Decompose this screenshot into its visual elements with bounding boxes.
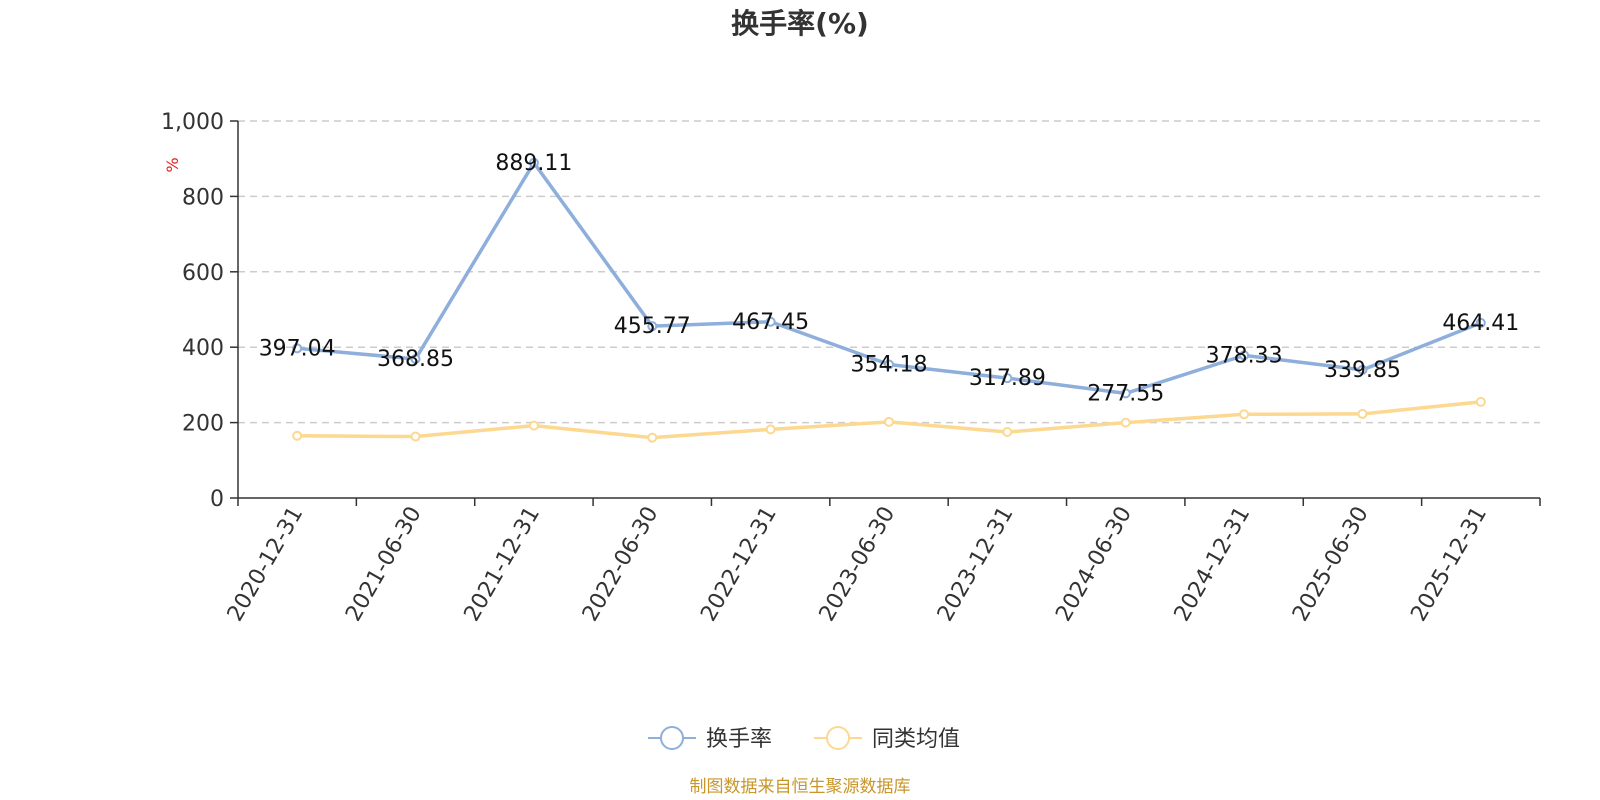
data-point[interactable] — [765, 424, 776, 435]
data-point[interactable] — [1357, 408, 1368, 419]
data-point[interactable] — [647, 432, 658, 443]
series-lines — [292, 157, 1486, 443]
x-tick-label: 2025-06-30 — [1288, 503, 1374, 626]
data-point[interactable] — [1002, 373, 1013, 384]
x-tick-label: 2022-12-31 — [696, 503, 782, 626]
data-point[interactable] — [292, 343, 303, 354]
x-tick-label: 2022-06-30 — [578, 503, 664, 626]
data-source-note: 制图数据来自恒生聚源数据库 — [690, 777, 911, 797]
y-tick-label: 1,000 — [161, 110, 224, 135]
data-label: 889.11 — [495, 151, 572, 176]
legend-label: 换手率 — [706, 727, 772, 752]
x-tick-label: 2021-06-30 — [341, 502, 427, 625]
data-label: 317.89 — [969, 366, 1046, 391]
grid-lines — [238, 120, 1540, 424]
data-point[interactable] — [1239, 350, 1250, 361]
legend-marker — [826, 726, 850, 750]
data-point[interactable] — [884, 359, 894, 370]
y-tick-label: 600 — [182, 261, 224, 286]
data-label: 397.04 — [259, 336, 336, 361]
data-label: 464.41 — [1442, 311, 1519, 336]
data-point[interactable] — [410, 353, 421, 364]
x-tick-label: 2025-12-31 — [1406, 503, 1492, 626]
data-point[interactable] — [410, 431, 421, 442]
x-tick-label: 2020-12-31 — [223, 503, 309, 626]
axes — [237, 121, 1540, 499]
x-tick-label: 2024-06-30 — [1051, 503, 1137, 626]
y-tick-label: 400 — [182, 336, 224, 361]
data-point[interactable] — [528, 157, 539, 168]
data-label: 455.77 — [614, 314, 691, 339]
data-point[interactable] — [1475, 396, 1486, 407]
data-label: 277.55 — [1087, 381, 1164, 406]
legend-label: 同类均值 — [872, 727, 960, 752]
legend[interactable]: 换手率 同类均值 — [648, 726, 960, 752]
x-axis-ticks: 2020-12-31 2021-06-30 2021-12-31 2022-06-30… — [223, 498, 1541, 626]
data-point[interactable] — [292, 430, 303, 441]
data-point[interactable] — [765, 316, 776, 327]
data-point[interactable] — [1475, 317, 1486, 328]
legend-marker — [660, 726, 684, 750]
legend-item-0[interactable]: 换手率 — [648, 726, 772, 752]
data-point[interactable] — [1120, 388, 1131, 399]
data-point[interactable] — [1002, 427, 1013, 438]
y-tick-label: 200 — [182, 412, 224, 437]
data-label: 368.85 — [377, 347, 454, 372]
data-labels: 397.04 368.85 889.11 455.77 467.45 354.18 317.… — [259, 151, 1520, 407]
data-label: 467.45 — [732, 310, 809, 335]
x-tick-label: 2023-06-30 — [815, 503, 901, 626]
x-tick-label: 2021-12-31 — [460, 503, 546, 626]
data-point[interactable] — [647, 321, 658, 332]
data-point[interactable] — [1357, 364, 1368, 375]
y-axis-ticks: 0 200 400 600 800 1,000 — [161, 110, 238, 512]
data-label: 354.18 — [851, 352, 928, 377]
data-point[interactable] — [1239, 409, 1250, 420]
data-point[interactable] — [884, 416, 894, 427]
x-tick-label: 2023-12-31 — [933, 503, 1019, 626]
y-tick-label: 0 — [210, 487, 224, 512]
y-axis-unit: % — [163, 157, 182, 172]
data-point[interactable] — [528, 420, 539, 431]
data-label: 339.85 — [1324, 358, 1401, 383]
legend-item-1[interactable]: 同类均值 — [814, 726, 960, 752]
y-tick-label: 800 — [182, 185, 224, 210]
chart-title: 换手率(%) — [731, 7, 869, 40]
x-tick-label: 2024-12-31 — [1170, 503, 1256, 626]
data-point[interactable] — [1120, 417, 1131, 428]
data-label: 378.33 — [1206, 343, 1283, 368]
